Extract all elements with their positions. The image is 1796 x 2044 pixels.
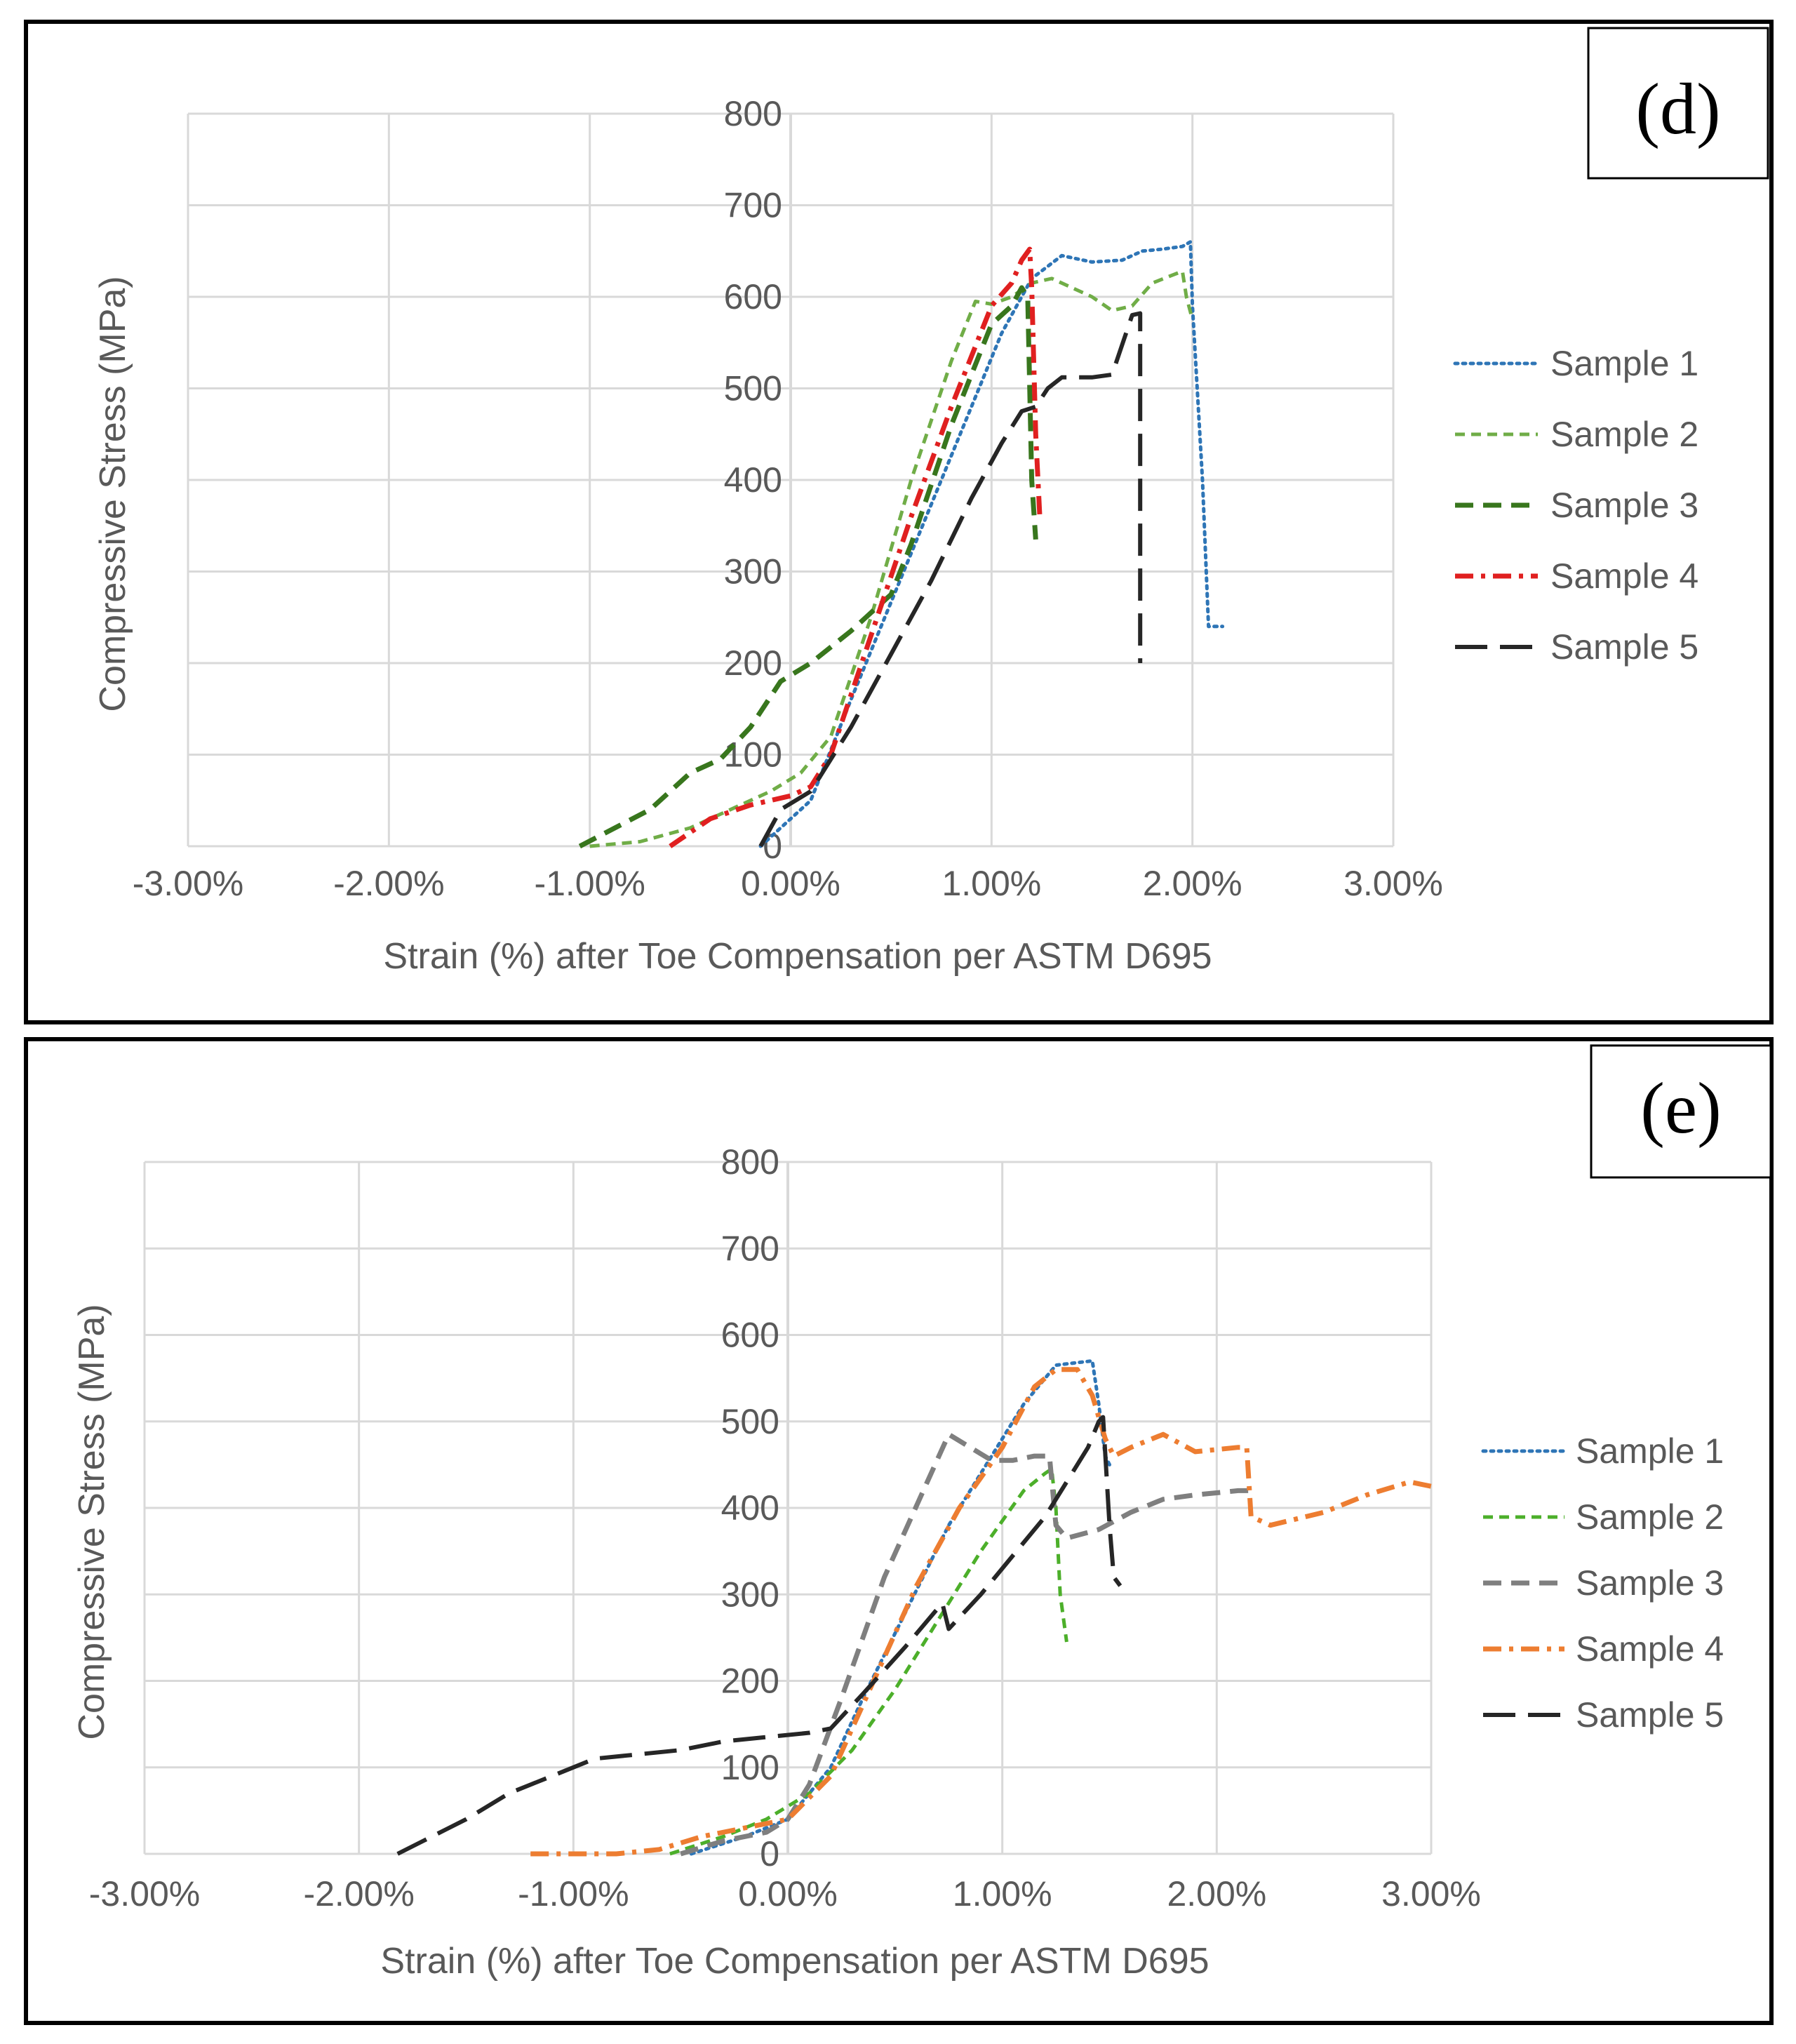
- legend-label-4: Sample 4: [1576, 1629, 1724, 1669]
- series-line-2: [669, 1467, 1068, 1856]
- legend-label-2: Sample 2: [1576, 1497, 1724, 1537]
- x-tick-label: 1.00%: [953, 1874, 1052, 1913]
- series-group-e: [396, 1359, 1432, 1857]
- y-tick-label: 100: [724, 735, 782, 775]
- x-axis-title-d: Strain (%) after Toe Compensation per AS…: [383, 936, 1212, 977]
- series-line-5: [758, 311, 1143, 848]
- y-tick-label: 500: [721, 1402, 779, 1441]
- panel-label-box-e: [1590, 1044, 1772, 1179]
- chart-e-svg: (e) 0 100 200 300 400 500 600 700 800 -3.00% -2.00%…: [72, 1044, 1772, 1982]
- x-tick-label: 3.00%: [1343, 864, 1443, 903]
- series-line-3: [578, 285, 1038, 849]
- legend-label-2: Sample 2: [1550, 415, 1698, 454]
- x-tick-labels-e: -3.00% -2.00% -1.00% 0.00% 1.00% 2.00% 3.00%: [89, 1874, 1481, 1913]
- series-line-3: [680, 1431, 1249, 1857]
- y-tick-label: 800: [724, 94, 782, 133]
- y-tick-label: 700: [724, 186, 782, 225]
- y-axis-title-e: Compressive Stress (MPa): [72, 1304, 112, 1739]
- y-tick-label: 200: [724, 643, 782, 683]
- legend-label-5: Sample 5: [1576, 1695, 1724, 1735]
- y-tick-labels-e: 0 100 200 300 400 500 600 700 800: [721, 1142, 779, 1873]
- x-tick-label: 3.00%: [1381, 1874, 1481, 1913]
- x-tick-label: 0.00%: [738, 1874, 838, 1913]
- y-tick-label: 0: [763, 827, 782, 866]
- series-line-4: [669, 246, 1043, 848]
- x-tick-label: 1.00%: [941, 864, 1041, 903]
- x-tick-label: -1.00%: [518, 1874, 629, 1913]
- legend-label-1: Sample 1: [1550, 344, 1698, 383]
- chart-panel-d: (d) 0 100 200 300 400 500 600 700 800 -3.00% -2.00%…: [24, 20, 1774, 1024]
- panel-label-d: (d): [1635, 69, 1720, 149]
- x-tick-label: -3.00%: [133, 864, 243, 903]
- legend-label-3: Sample 3: [1576, 1563, 1724, 1603]
- y-tick-label: 100: [721, 1748, 779, 1787]
- legend-label-4: Sample 4: [1550, 556, 1698, 596]
- series-line-1: [689, 1359, 1111, 1856]
- y-tick-label: 400: [721, 1488, 779, 1528]
- x-tick-label: -1.00%: [534, 864, 645, 903]
- x-tick-label: 2.00%: [1143, 864, 1242, 903]
- y-tick-label: 800: [721, 1142, 779, 1182]
- legend-label-3: Sample 3: [1550, 486, 1698, 525]
- x-axis-title-e: Strain (%) after Toe Compensation per AS…: [380, 1941, 1209, 1982]
- y-tick-label: 400: [724, 460, 782, 500]
- series-line-5: [396, 1415, 1122, 1856]
- chart-d-svg: (d) 0 100 200 300 400 500 600 700 800 -3.00% -2.00%…: [93, 27, 1769, 977]
- panel-label-box-d: [1587, 27, 1769, 180]
- legend-label-1: Sample 1: [1576, 1431, 1724, 1471]
- gridlines-e: [143, 1161, 1433, 1855]
- y-tick-labels-d: 0 100 200 300 400 500 600 700 800: [724, 94, 782, 866]
- chart-panel-e: (e) 0 100 200 300 400 500 600 700 800 -3.00% -2.00%…: [24, 1037, 1774, 2025]
- panel-label-e: (e): [1640, 1068, 1721, 1149]
- series-line-2: [589, 269, 1195, 848]
- series-group-d: [578, 240, 1225, 849]
- y-tick-label: 600: [721, 1316, 779, 1355]
- legend-e: Sample 1 Sample 2 Sample 3 Sample 4 Sample 5: [1481, 1431, 1724, 1735]
- y-tick-label: 300: [724, 552, 782, 592]
- x-tick-labels-d: -3.00% -2.00% -1.00% 0.00% 1.00% 2.00% 3.00%: [133, 864, 1443, 903]
- x-tick-label: 0.00%: [741, 864, 840, 903]
- y-axis-title-d: Compressive Stress (MPa): [93, 276, 133, 712]
- y-tick-label: 300: [721, 1575, 779, 1614]
- y-tick-label: 200: [721, 1662, 779, 1701]
- legend-d: Sample 1 Sample 2 Sample 3 Sample 4 Sample 5: [1453, 344, 1698, 667]
- y-tick-label: 600: [724, 277, 782, 316]
- x-tick-label: -3.00%: [89, 1874, 200, 1913]
- y-tick-label: 500: [724, 369, 782, 408]
- x-tick-label: -2.00%: [303, 1874, 414, 1913]
- series-line-4: [530, 1367, 1432, 1857]
- x-tick-label: 2.00%: [1167, 1874, 1266, 1913]
- gridlines-d: [187, 112, 1395, 848]
- x-tick-label: -2.00%: [333, 864, 444, 903]
- series-line-1: [758, 240, 1225, 848]
- y-tick-label: 700: [721, 1229, 779, 1268]
- y-tick-label: 0: [760, 1834, 779, 1873]
- legend-label-5: Sample 5: [1550, 627, 1698, 667]
